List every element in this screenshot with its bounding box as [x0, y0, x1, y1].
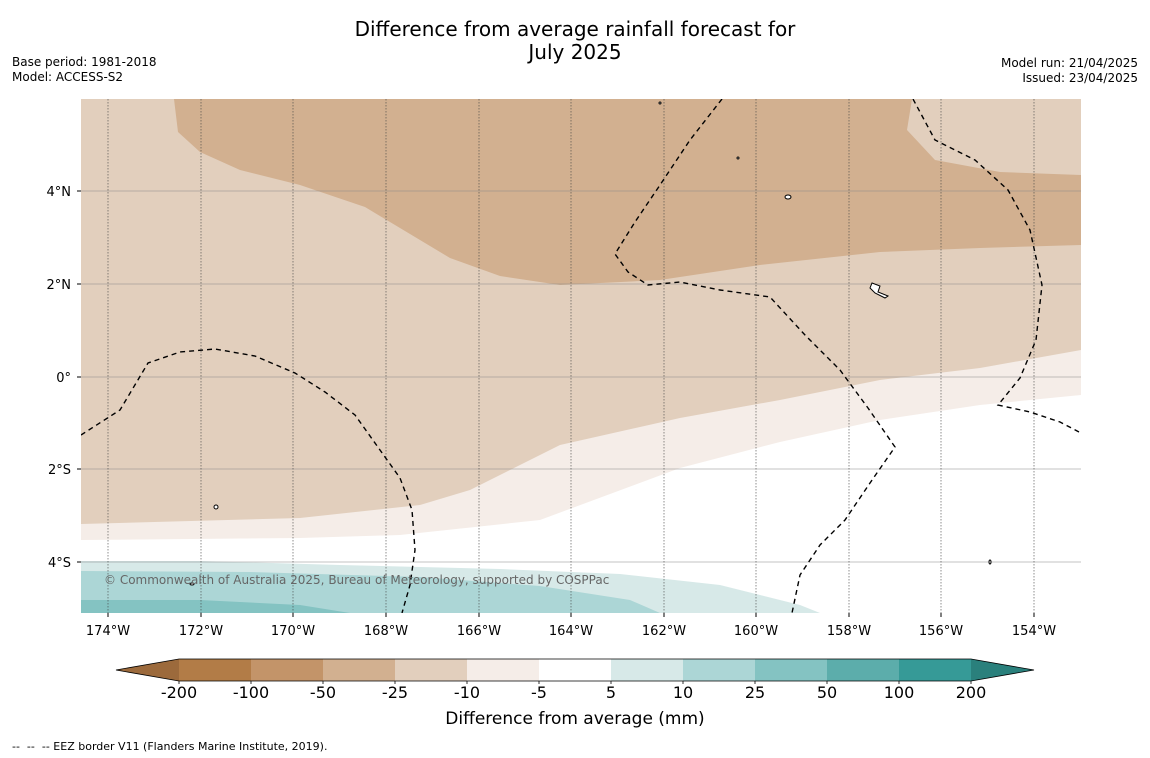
colorbar-tick-label: 5: [605, 683, 617, 702]
lon-label-162w: 162°W: [642, 624, 686, 639]
meta-left: Base period: 1981-2018 Model: ACCESS-S2: [12, 55, 157, 85]
latitude-ticks: [77, 190, 81, 563]
island-shape-2: [784, 194, 792, 200]
colorbar-segment-6: [539, 659, 611, 681]
colorbar: [115, 658, 1035, 684]
lon-label-156w: 156°W: [919, 624, 963, 639]
map-plot-area: © Commonwealth of Australia 2025, Bureau…: [81, 99, 1081, 613]
lon-label-158w: 158°W: [827, 624, 871, 639]
copyright-text: © Commonwealth of Australia 2025, Bureau…: [104, 573, 609, 587]
lon-label-160w: 160°W: [734, 624, 778, 639]
colorbar-tick-label: -200: [160, 683, 198, 702]
eez-borders: [81, 99, 1081, 613]
colorbar-segment-1: [179, 659, 251, 681]
issued-text: Issued: 23/04/2025: [1022, 71, 1138, 85]
islands: [189, 101, 992, 586]
meta-right: Model run: 21/04/2025 Issued: 23/04/2025: [1001, 56, 1138, 86]
lat-label-0: 0°: [56, 371, 71, 386]
colorbar-tick-label: -50: [309, 683, 337, 702]
colorbar-segment-3: [323, 659, 395, 681]
colorbar-tick-label: -10: [453, 683, 481, 702]
longitude-labels: 174°W 172°W 170°W 168°W 166°W 164°W 162°…: [86, 624, 1056, 639]
colorbar-segment-11: [899, 659, 971, 681]
base-period-text: Base period: 1981-2018: [12, 55, 157, 69]
anomaly-region-wet-25: [81, 600, 350, 613]
latitude-labels: 4°N 2°N 0° 2°S 4°S: [47, 185, 72, 571]
eez-border-east: [912, 99, 1081, 434]
colorbar-tick-label: -25: [381, 683, 409, 702]
colorbar-arrow-left: [116, 659, 179, 681]
lon-label-168w: 168°W: [364, 624, 408, 639]
colorbar-tick-label: 10: [672, 683, 694, 702]
colorbar-title: Difference from average (mm): [445, 709, 705, 729]
colorbar-segment-4: [395, 659, 467, 681]
map-title: Difference from average rainfall forecas…: [0, 18, 1150, 64]
map-canvas: © Commonwealth of Australia 2025, Bureau…: [47, 99, 1081, 684]
model-text: Model: ACCESS-S2: [12, 70, 124, 84]
lon-label-172w: 172°W: [179, 624, 223, 639]
eez-border-west: [81, 348, 416, 613]
island-shape-3: [213, 504, 219, 510]
lon-label-166w: 166°W: [457, 624, 501, 639]
lat-label-4s: 4°S: [48, 556, 71, 571]
lat-label-2s: 2°S: [48, 463, 71, 478]
colorbar-arrow-right: [971, 659, 1034, 681]
colorbar-segment-8: [683, 659, 755, 681]
model-run-text: Model run: 21/04/2025: [1000, 56, 1138, 70]
eez-footnote: -- -- -- EEZ border V11 (Flanders Marine…: [12, 740, 328, 753]
colorbar-tick-label: 50: [816, 683, 838, 702]
longitude-ticks: [107, 613, 1035, 617]
lat-label-4n: 4°N: [47, 185, 72, 200]
eez-border-central: [614, 99, 896, 613]
colorbar-tick-label: -5: [531, 683, 547, 702]
colorbar-segment-2: [251, 659, 323, 681]
lat-label-2n: 2°N: [47, 278, 72, 293]
title-line-2: July 2025: [528, 40, 622, 64]
lon-label-170w: 170°W: [271, 624, 315, 639]
lon-label-164w: 164°W: [549, 624, 593, 639]
colorbar-tick-label: -100: [232, 683, 270, 702]
lon-label-154w: 154°W: [1012, 624, 1056, 639]
colorbar-segment-7: [611, 659, 683, 681]
colorbar-tick-marks: [178, 681, 972, 684]
island-shape-5: [736, 156, 740, 160]
colorbar-segment-9: [755, 659, 827, 681]
colorbar-tick-label: 200: [955, 683, 987, 702]
island-shape-6: [988, 559, 992, 565]
island-shape-4: [658, 101, 662, 105]
colorbar-segment-5: [467, 659, 539, 681]
colorbar-tick-label: 100: [883, 683, 915, 702]
anomaly-region-dry: [174, 99, 1081, 285]
lon-label-174w: 174°W: [86, 624, 130, 639]
title-line-1: Difference from average rainfall forecas…: [354, 17, 796, 41]
island-shape-1: [869, 282, 890, 299]
island-shape-7: [189, 582, 195, 586]
colorbar-segment-10: [827, 659, 899, 681]
latitude-gridlines: [81, 190, 1081, 563]
colorbar-tick-label: 25: [744, 683, 766, 702]
